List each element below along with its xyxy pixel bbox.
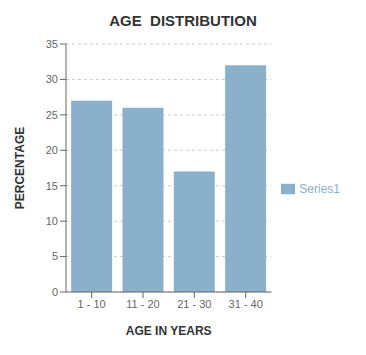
svg-text:11 - 20: 11 - 20 (126, 298, 159, 310)
svg-text:31 - 40: 31 - 40 (229, 298, 263, 310)
svg-text:15: 15 (46, 180, 58, 192)
html-text:Series1: Series1 (299, 181, 340, 196)
svg-text:0: 0 (52, 286, 58, 298)
svg-text:PERCENTAGE: PERCENTAGE (13, 127, 27, 209)
svg-text:30: 30 (46, 73, 58, 85)
svg-text:10: 10 (46, 215, 58, 227)
svg-text:20: 20 (46, 144, 58, 156)
svg-text:AGE IN YEARS: AGE IN YEARS (126, 324, 212, 338)
svg-text:1 - 10: 1 - 10 (78, 298, 106, 310)
svg-text:21 - 30: 21 - 30 (177, 298, 211, 310)
html-text:AGE DISTRIBUTION: AGE DISTRIBUTION (109, 12, 257, 29)
svg-text:35: 35 (46, 38, 58, 50)
svg-text:25: 25 (46, 109, 58, 121)
svg-text:5: 5 (52, 250, 58, 262)
